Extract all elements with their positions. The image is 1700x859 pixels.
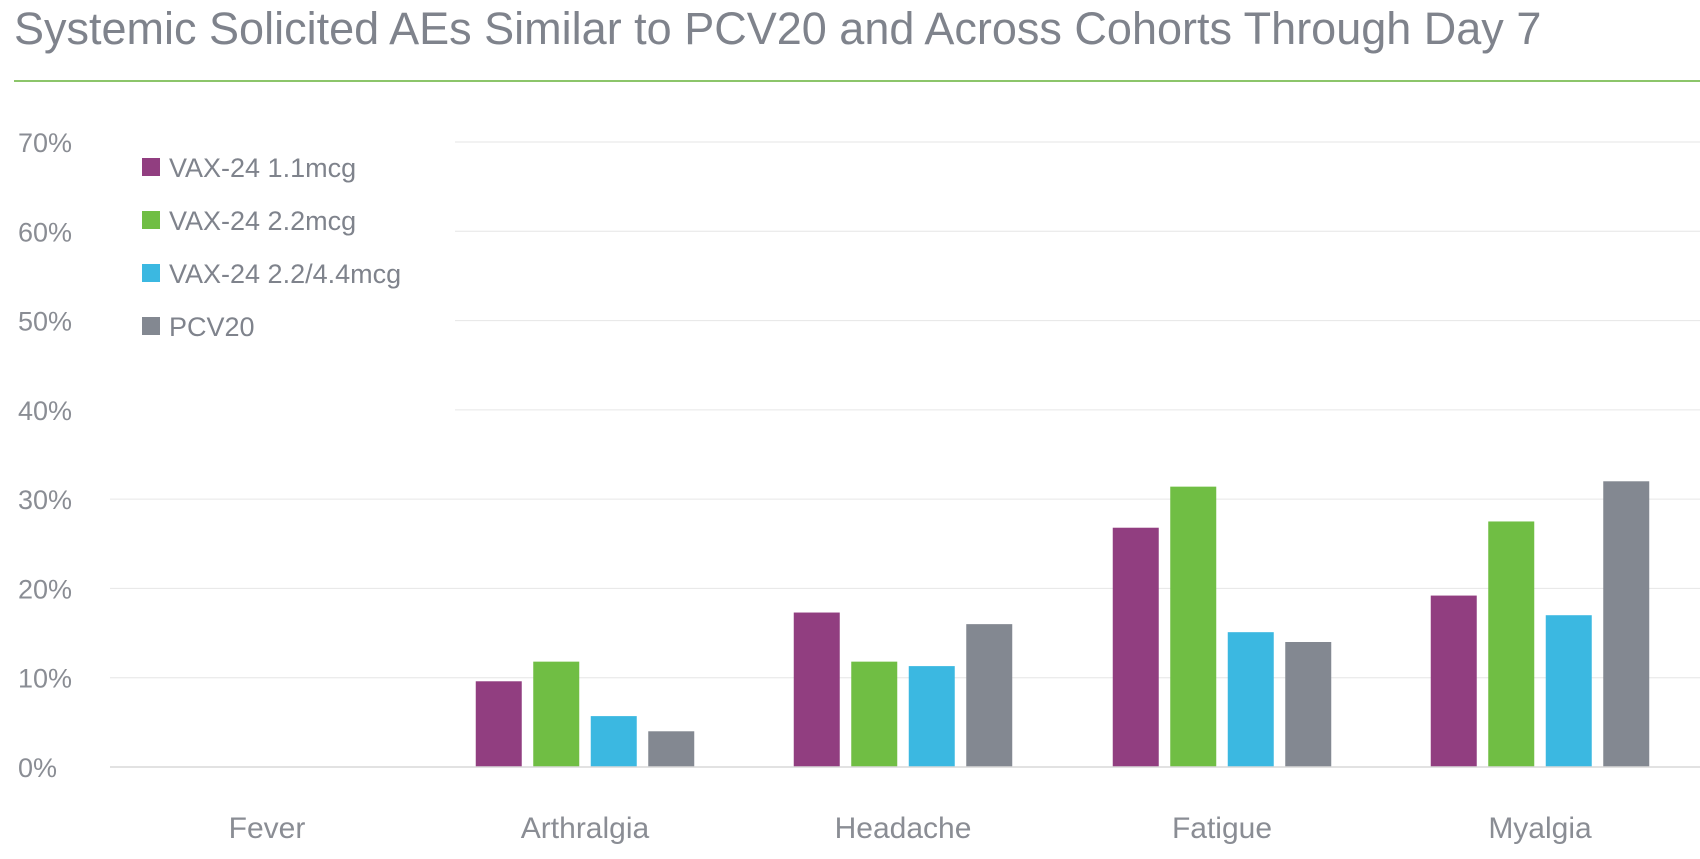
- bars: [475, 481, 1650, 767]
- bar-arthralgia-2: [533, 661, 580, 767]
- bar-myalgia-4: [1603, 481, 1650, 767]
- legend-swatch: [142, 317, 160, 335]
- x-category-label: Arthralgia: [521, 812, 650, 845]
- legend-label: VAX-24 2.2mcg: [169, 206, 356, 236]
- bar-fatigue-4: [1285, 642, 1332, 767]
- y-tick-label: 40%: [18, 396, 72, 426]
- y-tick-label: 10%: [18, 664, 72, 694]
- legend-label: VAX-24 2.2/4.4mcg: [169, 259, 401, 289]
- bar-fatigue-3: [1227, 632, 1274, 767]
- bar-fatigue-1: [1112, 527, 1159, 767]
- chart-title: Systemic Solicited AEs Similar to PCV20 …: [14, 3, 1542, 54]
- x-axis: Fever Arthralgia Headache Fatigue Myalgia: [110, 766, 1700, 845]
- y-tick-label: 50%: [18, 307, 72, 337]
- legend: VAX-24 1.1mcg VAX-24 2.2mcg VAX-24 2.2/4.4…: [142, 153, 401, 342]
- bar-arthralgia-3: [590, 716, 637, 767]
- y-axis: 0% 10% 20% 30% 40% 50% 60% 70%: [18, 128, 72, 783]
- x-category-label: Fatigue: [1172, 812, 1272, 845]
- legend-swatch: [142, 158, 160, 176]
- y-tick-label: 20%: [18, 574, 72, 604]
- bar-headache-2: [851, 661, 898, 767]
- legend-label: VAX-24 1.1mcg: [169, 153, 356, 183]
- title-divider: [14, 80, 1700, 82]
- legend-swatch: [142, 264, 160, 282]
- y-tick-label: 30%: [18, 485, 72, 515]
- bar-headache-4: [966, 624, 1013, 767]
- bar-myalgia-2: [1488, 521, 1535, 767]
- legend-swatch: [142, 211, 160, 229]
- bar-myalgia-3: [1545, 615, 1592, 767]
- bar-arthralgia-1: [475, 681, 522, 767]
- x-category-label: Myalgia: [1488, 812, 1592, 845]
- legend-label: PCV20: [169, 312, 255, 342]
- bar-myalgia-1: [1430, 595, 1477, 767]
- x-category-label: Fever: [229, 812, 306, 845]
- x-category-label: Headache: [835, 812, 972, 845]
- y-tick-label: 60%: [18, 217, 72, 247]
- bar-arthralgia-4: [648, 731, 695, 767]
- bar-fatigue-2: [1170, 486, 1217, 767]
- bar-headache-3: [908, 666, 955, 767]
- y-tick-label: 70%: [18, 128, 72, 158]
- bar-headache-1: [793, 612, 840, 767]
- y-tick-label: 0%: [18, 753, 57, 783]
